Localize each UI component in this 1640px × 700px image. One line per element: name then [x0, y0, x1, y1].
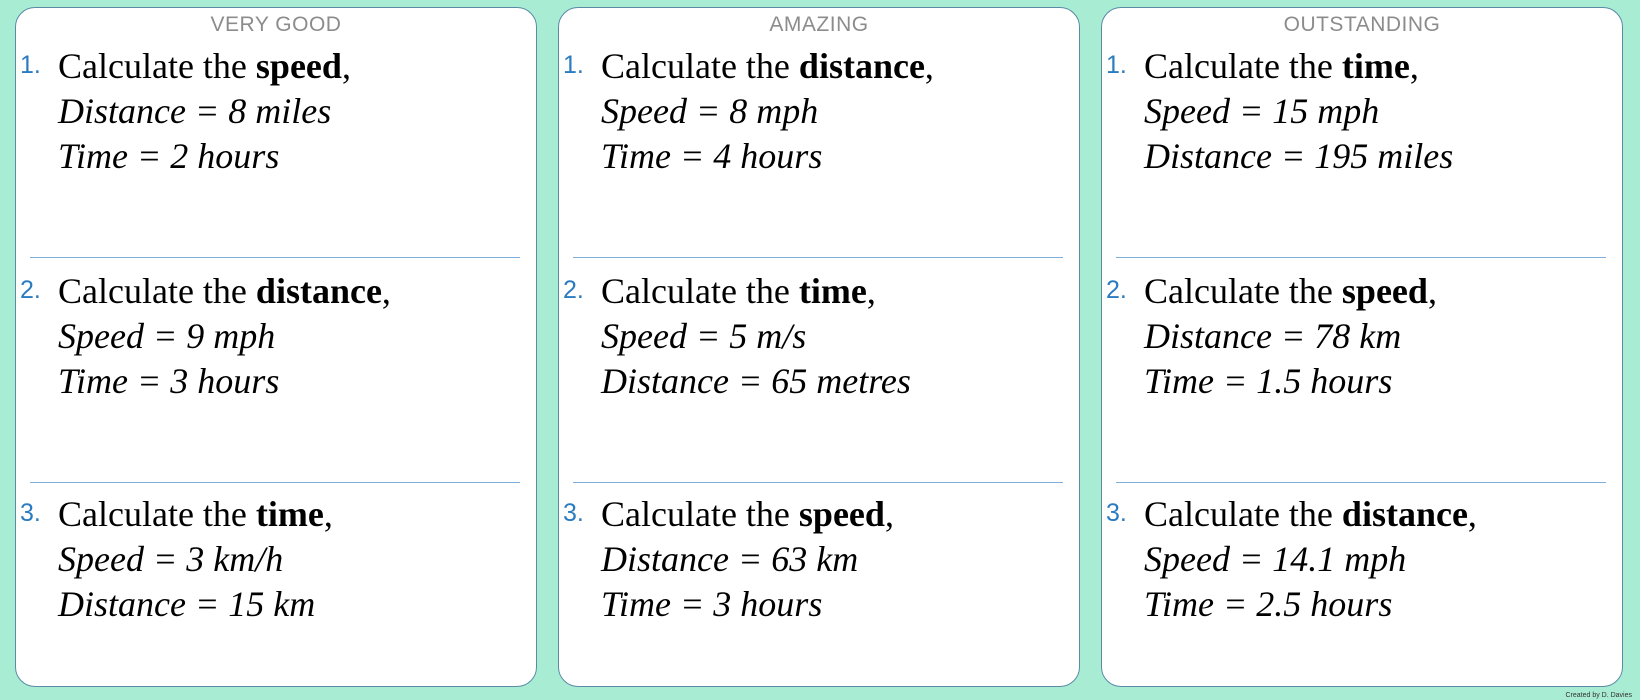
question-target: speed — [1341, 271, 1428, 311]
question-number: 2. — [1106, 276, 1127, 304]
question-target: distance — [255, 271, 382, 311]
question-3: 3. Calculate the time, Speed = 3 km/h Di… — [20, 486, 526, 656]
question-2: 2. Calculate the distance, Speed = 9 mph… — [20, 263, 526, 433]
question-target: speed — [255, 46, 342, 86]
given-value-1: Distance = 63 km — [601, 539, 859, 579]
question-target: distance — [1341, 494, 1468, 534]
card-title: OUTSTANDING — [1283, 13, 1441, 36]
card-title: AMAZING — [769, 13, 869, 36]
question-2: 2. Calculate the speed, Distance = 78 km… — [1106, 263, 1612, 433]
question-number: 2. — [20, 276, 41, 304]
question-target: time — [1341, 46, 1410, 86]
question-target: time — [255, 494, 324, 534]
question-target: speed — [798, 494, 885, 534]
question-prompt: Calculate the time, — [1144, 46, 1419, 86]
question-prompt: Calculate the distance, — [601, 46, 934, 86]
given-value-2: Distance = 195 miles — [1144, 136, 1454, 176]
given-value-1: Speed = 15 mph — [1144, 91, 1380, 131]
card-amazing: AMAZING 1. Calculate the distance, Speed… — [558, 7, 1080, 687]
question-2: 2. Calculate the time, Speed = 5 m/s Dis… — [563, 263, 1069, 433]
question-prompt: Calculate the time, — [58, 494, 333, 534]
question-number: 3. — [1106, 499, 1127, 527]
question-3: 3. Calculate the speed, Distance = 63 km… — [563, 486, 1069, 656]
question-prompt: Calculate the distance, — [58, 271, 391, 311]
divider — [1116, 257, 1606, 258]
question-1: 1. Calculate the speed, Distance = 8 mil… — [20, 38, 526, 208]
card-outstanding: OUTSTANDING 1. Calculate the time, Speed… — [1101, 7, 1623, 687]
question-1: 1. Calculate the distance, Speed = 8 mph… — [563, 38, 1069, 208]
question-3: 3. Calculate the distance, Speed = 14.1 … — [1106, 486, 1612, 656]
question-number: 1. — [20, 51, 41, 79]
given-value-1: Speed = 9 mph — [58, 316, 276, 356]
divider — [1116, 482, 1606, 483]
given-value-2: Distance = 15 km — [58, 584, 316, 624]
given-value-1: Speed = 3 km/h — [58, 539, 284, 579]
given-value-1: Speed = 5 m/s — [601, 316, 807, 356]
question-target: time — [798, 271, 867, 311]
question-target: distance — [798, 46, 925, 86]
given-value-1: Speed = 8 mph — [601, 91, 819, 131]
given-value-2: Time = 2 hours — [58, 136, 280, 176]
question-1: 1. Calculate the time, Speed = 15 mph Di… — [1106, 38, 1612, 208]
divider — [573, 482, 1063, 483]
given-value-1: Distance = 78 km — [1144, 316, 1402, 356]
question-prompt: Calculate the speed, — [1144, 271, 1437, 311]
given-value-2: Time = 3 hours — [601, 584, 823, 624]
question-number: 3. — [20, 499, 41, 527]
given-value-2: Time = 4 hours — [601, 136, 823, 176]
question-number: 3. — [563, 499, 584, 527]
card-very-good: VERY GOOD 1. Calculate the speed, Distan… — [15, 7, 537, 687]
given-value-1: Distance = 8 miles — [58, 91, 332, 131]
given-value-2: Distance = 65 metres — [601, 361, 911, 401]
given-value-1: Speed = 14.1 mph — [1144, 539, 1407, 579]
question-number: 1. — [1106, 51, 1127, 79]
card-title: VERY GOOD — [210, 13, 342, 36]
given-value-2: Time = 1.5 hours — [1144, 361, 1393, 401]
given-value-2: Time = 2.5 hours — [1144, 584, 1393, 624]
question-prompt: Calculate the speed, — [601, 494, 894, 534]
divider — [30, 257, 520, 258]
given-value-2: Time = 3 hours — [58, 361, 280, 401]
divider — [30, 482, 520, 483]
question-prompt: Calculate the time, — [601, 271, 876, 311]
question-prompt: Calculate the distance, — [1144, 494, 1477, 534]
question-number: 1. — [563, 51, 584, 79]
question-number: 2. — [563, 276, 584, 304]
divider — [573, 257, 1063, 258]
author-credit: Created by D. Davies — [1565, 692, 1632, 699]
question-prompt: Calculate the speed, — [58, 46, 351, 86]
